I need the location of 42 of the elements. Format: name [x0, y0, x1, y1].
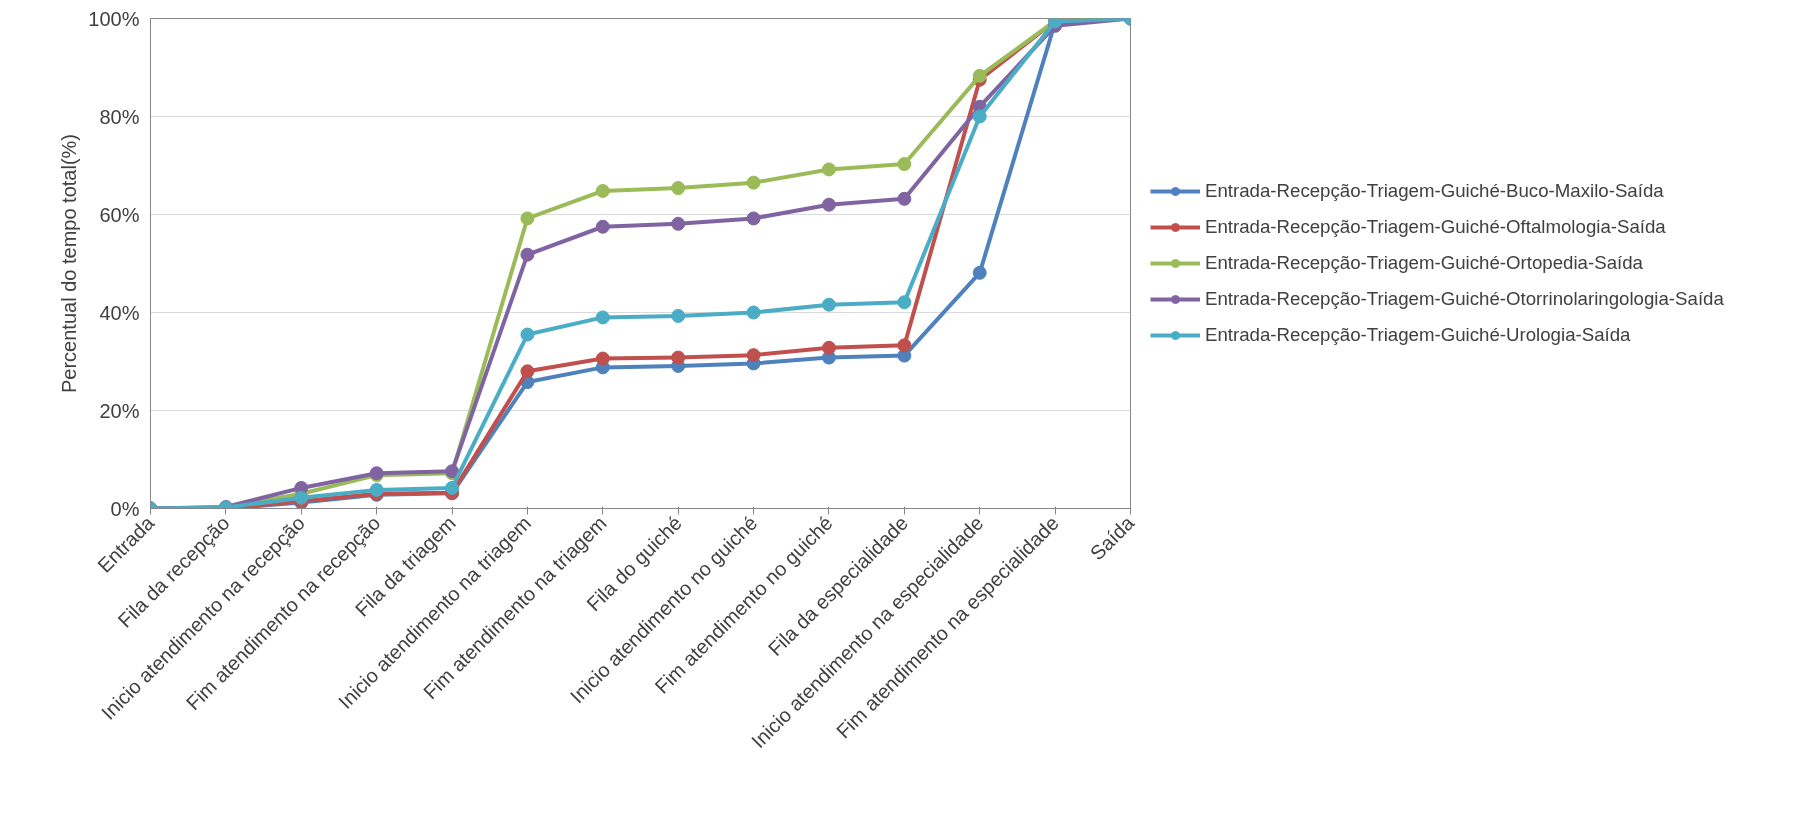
point	[897, 338, 912, 353]
legend-label: Entrada-Recepção-Triagem-Guiché-Ortopedia-Saída	[1205, 252, 1643, 274]
point	[897, 295, 912, 310]
legend-label: Entrada-Recepção-Triagem-Guiché-Urologia-Saída	[1205, 324, 1631, 346]
y-axis-title: Percentual do tempo total(%)	[58, 133, 81, 394]
y-tick-label: 40%	[99, 301, 140, 324]
point	[520, 247, 535, 262]
point	[821, 340, 836, 355]
point	[595, 310, 610, 325]
point	[595, 219, 610, 234]
point	[746, 211, 761, 226]
point	[972, 109, 987, 124]
point	[671, 308, 686, 323]
point	[897, 157, 912, 172]
point	[595, 183, 610, 198]
point	[671, 216, 686, 231]
point	[972, 265, 987, 280]
point	[821, 197, 836, 212]
point	[520, 327, 535, 342]
y-tick-label: 100%	[88, 7, 140, 30]
point	[746, 175, 761, 190]
point	[821, 297, 836, 312]
point	[671, 181, 686, 196]
point	[671, 350, 686, 365]
point	[445, 480, 460, 495]
point	[520, 211, 535, 226]
point	[746, 348, 761, 363]
point	[520, 364, 535, 379]
legend-label: Entrada-Recepção-Triagem-Guiché-Oftalmologia-Saída	[1205, 216, 1666, 238]
point	[972, 68, 987, 83]
point	[821, 162, 836, 177]
point	[746, 305, 761, 320]
point	[369, 482, 384, 497]
point	[294, 490, 309, 505]
y-tick-label: 0%	[110, 497, 140, 520]
point	[595, 351, 610, 366]
y-tick-label: 20%	[99, 399, 140, 422]
legend-label: Entrada-Recepção-Triagem-Guiché-Otorrinolaringologia-Saída	[1205, 288, 1724, 310]
y-tick-label: 80%	[99, 105, 140, 128]
legend-label: Entrada-Recepção-Triagem-Guiché-Buco-Maxilo-Saída	[1205, 180, 1664, 202]
point	[897, 191, 912, 206]
y-tick-label: 60%	[99, 203, 140, 226]
